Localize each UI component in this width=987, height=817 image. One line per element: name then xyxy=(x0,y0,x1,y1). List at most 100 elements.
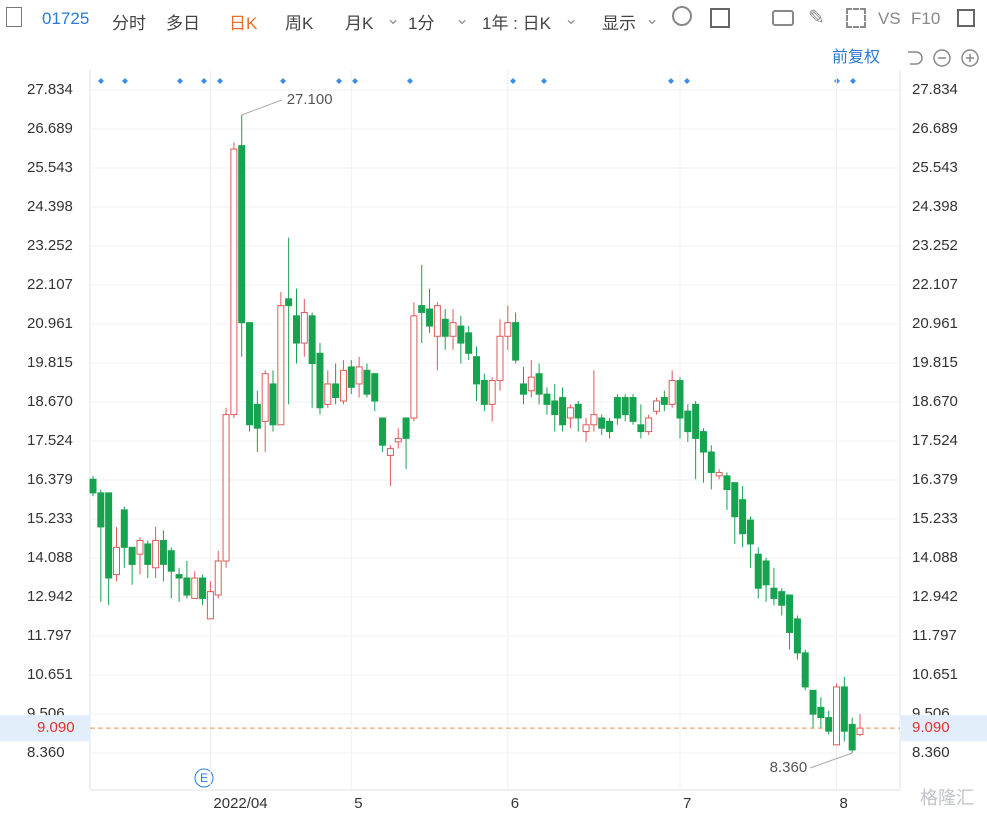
candle-body xyxy=(551,400,559,416)
candle-body xyxy=(598,417,606,429)
candle-body xyxy=(324,383,332,405)
tab[interactable]: 周K xyxy=(285,14,314,33)
candle-body xyxy=(159,540,167,565)
y-tick-label-right: 19.815 xyxy=(912,354,958,371)
y-tick-label: 16.379 xyxy=(27,471,73,488)
y-tick-label-right: 14.088 xyxy=(912,549,958,566)
zoom-out[interactable] xyxy=(933,49,951,67)
sidebar-toggle[interactable] xyxy=(6,7,22,27)
max-label: 27.100 xyxy=(287,91,333,108)
y-tick-label-right: 24.398 xyxy=(912,198,958,215)
y-tick-label-right: 26.689 xyxy=(912,120,958,137)
y-tick-label: 17.524 xyxy=(27,432,73,449)
candle-body xyxy=(613,397,621,419)
dropdown-arrow: ⌄ xyxy=(455,9,470,28)
candles xyxy=(89,114,864,753)
camera-icon[interactable] xyxy=(772,10,794,26)
f10[interactable]: F10 xyxy=(911,9,941,28)
candle-body xyxy=(801,652,809,688)
candle-body xyxy=(731,482,739,518)
candle-body xyxy=(715,471,723,477)
price-label-right: 9.090 xyxy=(912,719,950,736)
color-icon[interactable] xyxy=(710,8,730,28)
candle-body xyxy=(246,322,254,426)
x-tick-label: 5 xyxy=(354,795,362,812)
candle-body xyxy=(230,148,238,416)
y-tick-label-right: 25.543 xyxy=(912,159,958,176)
event-icon[interactable] xyxy=(194,768,214,788)
panel-icon[interactable] xyxy=(957,9,975,27)
candle-body xyxy=(770,587,778,599)
draw-icon[interactable]: ✎ xyxy=(808,7,825,29)
candle-body xyxy=(473,356,480,385)
y-tick-label: 12.942 xyxy=(27,588,73,605)
settings-icon[interactable] xyxy=(672,6,692,26)
candle-body xyxy=(684,410,692,433)
candle-body xyxy=(128,546,136,565)
range[interactable]: 1年 : 日K xyxy=(482,14,551,33)
candle-body xyxy=(363,369,371,395)
vs[interactable]: VS xyxy=(878,9,901,28)
candle-body xyxy=(504,322,512,337)
candle-body xyxy=(527,376,535,392)
candle-body xyxy=(418,305,426,313)
y-tick-label-right: 10.651 xyxy=(912,666,958,683)
candle-body xyxy=(332,383,340,399)
tab[interactable]: 分时 xyxy=(112,14,146,33)
x-tick-label: 7 xyxy=(683,795,691,812)
candle-body xyxy=(645,417,653,433)
zoom-in[interactable] xyxy=(961,49,979,67)
y-tick-label: 15.233 xyxy=(27,510,73,527)
candle-body xyxy=(512,322,520,361)
min-leader xyxy=(810,752,853,769)
candle-body xyxy=(559,397,567,426)
y-tick-label: 10.651 xyxy=(27,666,73,683)
dropdown-arrow: ⌄ xyxy=(564,9,579,28)
candle-body xyxy=(833,686,841,746)
candle-body xyxy=(778,591,786,606)
candle-body xyxy=(191,577,199,599)
tab-active[interactable]: 日K xyxy=(229,14,258,33)
candle-body xyxy=(308,315,316,365)
candle-body xyxy=(574,403,582,419)
y-tick-label: 19.815 xyxy=(27,354,73,371)
candle-body xyxy=(668,380,676,405)
y-tick-label: 24.398 xyxy=(27,198,73,215)
display[interactable]: 显示 xyxy=(602,14,636,33)
candle-body xyxy=(543,393,551,405)
candle-body xyxy=(739,499,747,535)
candle-body xyxy=(856,727,864,736)
candle-body xyxy=(660,397,668,405)
y-tick-label: 26.689 xyxy=(27,120,73,137)
candle-body xyxy=(496,335,504,382)
candle-body xyxy=(402,417,410,439)
candle-body xyxy=(457,325,465,344)
price-label-bg xyxy=(0,715,90,742)
candle-body xyxy=(817,706,825,719)
candle-body xyxy=(449,322,457,337)
candle-body xyxy=(621,397,629,416)
candle-body xyxy=(786,594,794,633)
fullscreen-icon[interactable] xyxy=(846,8,866,28)
y-tick-label: 8.360 xyxy=(27,744,65,761)
adjust-toggle[interactable]: 前复权 xyxy=(832,48,880,66)
x-tick-label: 8 xyxy=(840,795,848,812)
candle-body xyxy=(253,403,261,429)
candle-body xyxy=(269,383,277,426)
candle-body xyxy=(699,431,707,453)
period[interactable]: 1分 xyxy=(408,14,435,33)
candle-body xyxy=(238,145,246,324)
candle-body xyxy=(480,380,488,405)
y-tick-label: 11.797 xyxy=(27,627,72,644)
tab[interactable]: 月K xyxy=(345,14,374,33)
candle-body xyxy=(707,451,715,473)
y-tick-label-right: 17.524 xyxy=(912,432,958,449)
y-tick-label: 20.961 xyxy=(27,315,73,332)
reset-icon[interactable] xyxy=(908,51,923,65)
y-tick-label-right: 8.360 xyxy=(912,744,950,761)
candle-body xyxy=(89,478,97,494)
candle-body xyxy=(793,618,801,654)
candle-body xyxy=(426,308,434,327)
tab[interactable]: 多日 xyxy=(166,14,200,33)
